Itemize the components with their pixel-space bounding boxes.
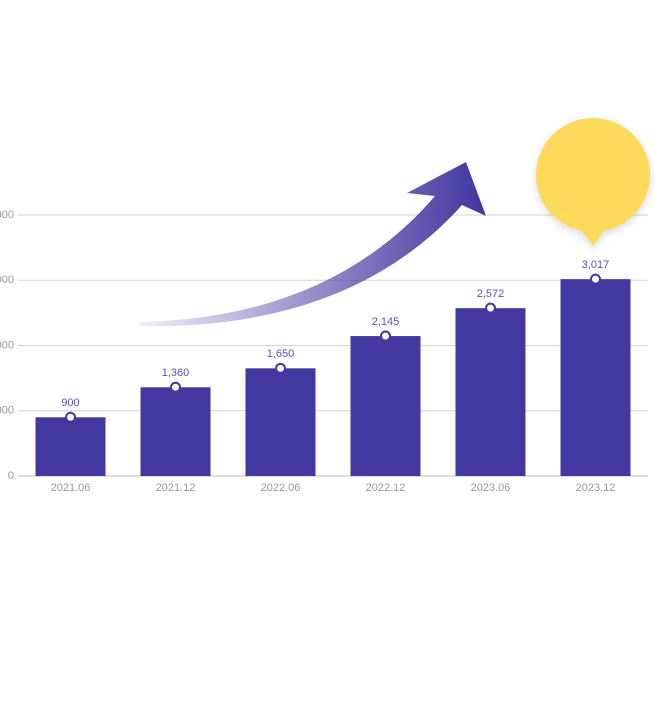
value-label: 1,360: [162, 367, 190, 379]
x-tick-label: 2022.06: [261, 482, 301, 494]
x-tick-label: 2022.12: [366, 482, 406, 494]
bar-group: 3,017: [560, 259, 631, 476]
bar: [140, 387, 211, 476]
growth-arrow: [140, 162, 486, 327]
value-label: 900: [61, 397, 79, 409]
value-label: 2,145: [372, 316, 400, 328]
bubble-tail: [580, 228, 606, 246]
bar: [245, 368, 316, 476]
bar-marker: [65, 411, 76, 423]
y-tick-label: 0: [8, 470, 14, 482]
bar-group: 2,145: [350, 316, 421, 476]
x-tick-label: 2021.12: [156, 482, 196, 494]
y-tick-label: 1,000: [0, 405, 14, 417]
bar-marker: [170, 381, 181, 393]
value-label: 1,650: [267, 348, 295, 360]
x-tick-label: 2023.06: [471, 482, 511, 494]
bar: [35, 417, 106, 476]
y-tick-label: 4,000: [0, 209, 14, 221]
bar: [350, 336, 421, 476]
highlight-bubble: [536, 118, 650, 246]
bar-group: 1,360: [140, 367, 211, 476]
bar-marker: [485, 302, 496, 314]
x-tick-label: 2023.12: [576, 482, 616, 494]
bar-marker: [590, 273, 601, 285]
value-label: 2,572: [477, 288, 505, 300]
y-tick-label: 2,000: [0, 339, 14, 351]
bar: [455, 308, 526, 476]
bubble-circle: [536, 118, 650, 232]
value-label: 3,017: [582, 259, 610, 271]
y-tick-label: 3,000: [0, 274, 14, 286]
bar-marker: [275, 362, 286, 374]
bar: [560, 279, 631, 476]
bar-group: 900: [35, 397, 106, 476]
bar-group: 1,650: [245, 348, 316, 476]
bar-group: 2,572: [455, 288, 526, 476]
bar-marker: [380, 330, 391, 342]
grid: 0 1,000 2,000 3,000 4,000: [0, 209, 648, 482]
x-tick-label: 2021.06: [51, 482, 91, 494]
